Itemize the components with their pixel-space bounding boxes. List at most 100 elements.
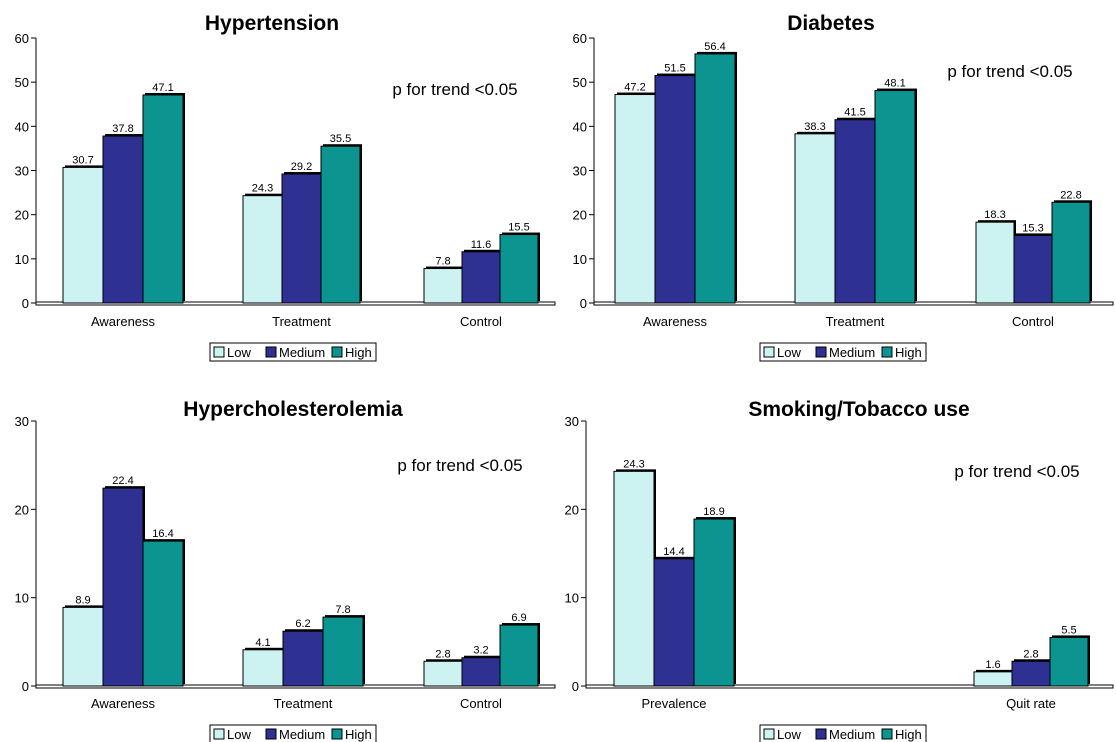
bar-high-awareness [694, 53, 736, 304]
legend-swatch-low [763, 728, 775, 740]
chart-svg: Smoking/Tobacco use p for trend <0.05 0 10 2… [565, 398, 1114, 742]
data-label: 5.5 [1061, 624, 1076, 636]
chart-title: Diabetes [787, 12, 875, 35]
y-tick-label: 0 [22, 679, 29, 694]
bar-low-awareness [62, 606, 104, 687]
data-label: 38.3 [804, 121, 825, 133]
y-tick-label: 20 [565, 502, 579, 517]
legend-label-high: High [895, 727, 922, 742]
trend-annotation: p for trend <0.05 [954, 462, 1079, 481]
data-label: 48.1 [884, 78, 905, 90]
legend-swatch-high [881, 346, 893, 358]
legend-label-medium: Medium [829, 345, 875, 360]
x-axis-baseline [585, 684, 1114, 689]
bar-high-awareness [142, 540, 184, 687]
legend-swatch-high [331, 728, 343, 740]
x-category-label: Quit rate [1006, 696, 1056, 711]
data-label: 47.1 [152, 82, 173, 94]
chart-panel-hypercholesterolemia: Hypercholesterolemia p for trend <0.05 0 10… [0, 371, 558, 742]
y-tick-label: 20 [15, 502, 29, 517]
bar-low-awareness [62, 166, 104, 304]
legend-label-low: Low [227, 345, 251, 360]
data-label: 47.2 [624, 82, 645, 94]
x-category-label: Treatment [826, 314, 885, 329]
data-label: 24.3 [252, 183, 273, 195]
bar-medium-treatment [834, 119, 876, 304]
data-label: 4.1 [255, 637, 270, 649]
legend-swatch-medium [265, 728, 277, 740]
trend-annotation: p for trend <0.05 [392, 80, 517, 99]
chart-title: Hypercholesterolemia [183, 398, 403, 421]
y-tick-label: 30 [565, 414, 579, 429]
bar-high-treatment [320, 145, 361, 304]
y-tick-label: 30 [15, 414, 29, 429]
y-tick-label: 10 [15, 591, 29, 606]
data-label: 18.3 [984, 209, 1005, 221]
x-category-label: Prevalence [641, 696, 706, 711]
y-tick-label: 50 [15, 75, 29, 90]
chart-svg: Hypertension p for trend <0.05 0 10 20 30 40 50… [15, 12, 556, 362]
data-label: 15.3 [1022, 222, 1043, 234]
y-tick-label: 10 [573, 252, 587, 267]
trend-annotation: p for trend <0.05 [397, 456, 522, 475]
legend-swatch-low [213, 346, 225, 358]
y-tick-label: 50 [573, 75, 587, 90]
chart-panel-smoking: Smoking/Tobacco use p for trend <0.05 0 10 2… [558, 371, 1116, 742]
y-tick-label: 20 [15, 208, 29, 223]
y-tick-label: 0 [22, 296, 29, 311]
x-category-label: Treatment [272, 314, 331, 329]
y-tick-label: 0 [572, 679, 579, 694]
legend-label-medium: Medium [279, 345, 325, 360]
bar-medium-awareness [102, 135, 144, 304]
data-label: 16.4 [152, 528, 173, 540]
data-label: 30.7 [72, 154, 93, 166]
data-label: 3.2 [473, 645, 488, 657]
chart-panel-diabetes: Diabetes p for trend <0.05 0 10 20 30 40 50 60 47… [558, 0, 1116, 371]
y-tick-label: 40 [15, 119, 29, 134]
legend-swatch-medium [815, 346, 827, 358]
data-label: 7.8 [435, 256, 450, 268]
bar-medium-treatment [282, 630, 324, 687]
data-label: 24.3 [623, 458, 644, 470]
bar-high-prevalence [693, 518, 735, 687]
data-label: 11.6 [471, 239, 492, 251]
data-label: 6.9 [511, 612, 526, 624]
bar-medium-control [1013, 234, 1053, 304]
legend-swatch-high [881, 728, 893, 740]
bar-low-awareness [614, 94, 656, 304]
bar-low-treatment [242, 649, 284, 687]
legend-label-low: Low [777, 345, 801, 360]
bar-medium-prevalence [653, 558, 695, 687]
bar-low-control [423, 268, 463, 304]
bar-low-treatment [242, 195, 283, 304]
data-label: 2.8 [1023, 648, 1038, 660]
bar-low-treatment [794, 133, 836, 304]
bar-medium-treatment [281, 173, 322, 304]
legend-swatch-low [763, 346, 775, 358]
x-category-label: Awareness [91, 314, 156, 329]
legend-label-medium: Medium [829, 727, 875, 742]
bar-medium-awareness [654, 75, 696, 304]
bar-high-control [1051, 201, 1091, 304]
bar-medium-control [461, 251, 501, 304]
data-label: 6.2 [295, 618, 310, 630]
bar-high-quit-rate [1049, 636, 1089, 687]
chart-title: Hypertension [205, 12, 339, 35]
data-label: 22.8 [1060, 189, 1081, 201]
x-category-label: Treatment [274, 696, 333, 711]
y-tick-label: 20 [573, 208, 587, 223]
data-label: 56.4 [704, 41, 725, 53]
y-tick-label: 10 [565, 591, 579, 606]
legend-swatch-medium [815, 728, 827, 740]
y-tick-label: 60 [15, 31, 29, 46]
legend-label-high: High [345, 727, 372, 742]
x-category-label: Awareness [643, 314, 708, 329]
data-label: 14.4 [663, 546, 684, 558]
legend-label-low: Low [227, 727, 251, 742]
data-label: 41.5 [844, 107, 865, 119]
y-tick-label: 40 [573, 119, 587, 134]
bar-medium-quit-rate [1011, 660, 1051, 687]
x-category-label: Awareness [91, 696, 156, 711]
bar-high-awareness [142, 94, 184, 304]
chart-title: Smoking/Tobacco use [748, 398, 969, 421]
